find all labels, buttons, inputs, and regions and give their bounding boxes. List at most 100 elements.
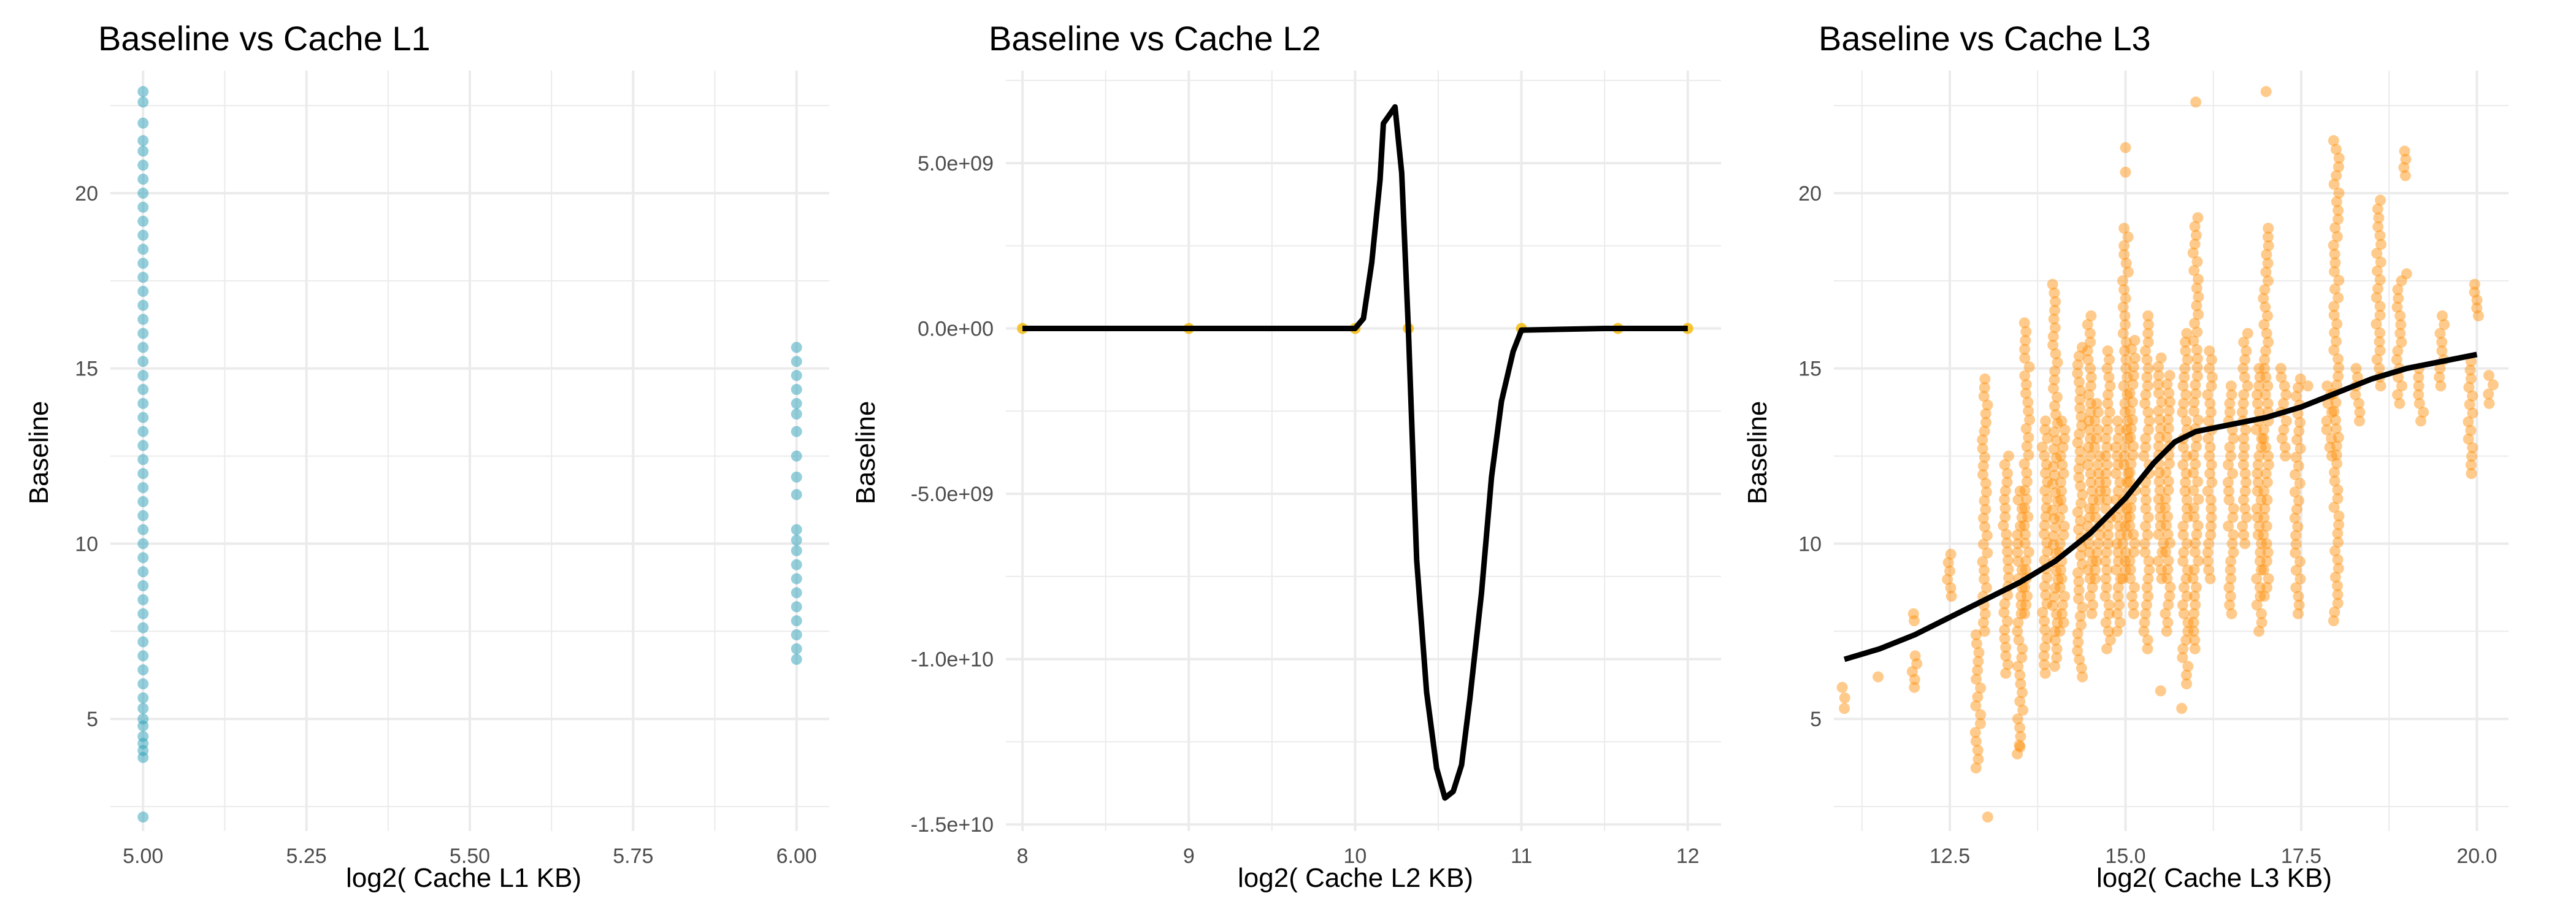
data-point — [2203, 415, 2215, 427]
data-point — [2177, 556, 2189, 567]
data-point — [2280, 450, 2291, 462]
data-point — [2101, 546, 2112, 558]
data-point — [2073, 585, 2085, 596]
data-point — [2413, 380, 2425, 392]
data-point — [2254, 581, 2266, 593]
data-point — [2329, 467, 2340, 478]
data-point — [137, 811, 149, 823]
data-point — [1979, 608, 1991, 619]
data-point — [2333, 213, 2344, 225]
y-tick-label: 20 — [75, 182, 98, 205]
data-point — [2330, 414, 2342, 426]
data-point — [137, 730, 149, 742]
data-point — [2072, 645, 2083, 657]
data-point — [2103, 608, 2115, 619]
data-point — [2371, 265, 2383, 277]
data-point — [2023, 450, 2034, 461]
data-point — [1977, 469, 1989, 480]
data-point — [2091, 397, 2103, 409]
data-point — [2177, 442, 2189, 453]
data-point — [137, 145, 149, 157]
data-point — [2435, 380, 2447, 392]
data-point — [2226, 608, 2237, 619]
data-point — [2041, 502, 2052, 514]
data-point — [2182, 626, 2194, 637]
data-point — [2322, 397, 2334, 409]
x-tick-label: 11 — [1511, 845, 1532, 868]
data-point — [2090, 573, 2101, 585]
data-point — [2085, 336, 2096, 348]
data-point — [2018, 608, 2030, 619]
data-point — [1978, 564, 1990, 576]
smooth-line — [1843, 351, 2478, 662]
data-point — [2127, 378, 2139, 390]
data-point — [2190, 440, 2202, 452]
data-point — [2434, 372, 2445, 383]
data-point — [791, 397, 802, 409]
data-point — [2074, 654, 2085, 665]
data-point — [2290, 469, 2301, 480]
data-point — [137, 703, 149, 714]
data-point — [2055, 477, 2066, 488]
data-point — [2144, 564, 2155, 576]
data-point — [2020, 388, 2031, 399]
data-point — [2142, 512, 2154, 523]
data-point — [2331, 196, 2342, 207]
data-point — [2260, 389, 2271, 401]
data-point — [2238, 389, 2250, 401]
data-point — [2205, 520, 2217, 532]
data-point — [2153, 440, 2164, 452]
data-point — [2258, 293, 2269, 304]
data-point — [2075, 550, 2087, 561]
data-point — [2020, 555, 2032, 567]
data-point — [1980, 504, 1991, 515]
y-axis-title: Baseline — [851, 401, 881, 505]
data-point — [2076, 558, 2088, 570]
data-point — [2112, 591, 2124, 602]
x-tick-label: 6.00 — [776, 845, 817, 868]
data-point — [1942, 557, 1954, 569]
data-point — [1977, 434, 1988, 446]
data-point — [791, 643, 802, 654]
data-point — [2260, 442, 2272, 453]
data-point — [1999, 502, 2011, 514]
data-point — [2161, 572, 2173, 584]
data-point — [2354, 407, 2366, 418]
data-point — [2153, 467, 2165, 478]
data-point — [2142, 529, 2153, 541]
data-point — [2001, 467, 2013, 479]
data-point — [2280, 389, 2292, 401]
data-point — [791, 559, 802, 570]
data-point — [2352, 372, 2363, 383]
data-point — [2332, 554, 2344, 565]
data-point — [2251, 503, 2263, 515]
data-point — [2012, 661, 2024, 672]
data-point — [2154, 485, 2166, 496]
data-point — [2076, 342, 2088, 353]
data-point — [2020, 599, 2032, 611]
data-point — [2154, 414, 2166, 426]
data-point — [2191, 370, 2203, 382]
data-point — [2333, 362, 2344, 374]
data-point — [2119, 407, 2131, 418]
data-point — [2153, 432, 2165, 443]
data-point — [2263, 240, 2274, 251]
data-point — [2100, 433, 2112, 444]
data-point — [2294, 443, 2306, 454]
data-point — [2261, 477, 2273, 488]
data-point — [2083, 538, 2095, 550]
data-point — [2242, 380, 2253, 392]
data-point — [2049, 322, 2061, 334]
data-point — [2258, 319, 2270, 331]
data-point — [2262, 258, 2274, 269]
data-point — [2188, 564, 2200, 575]
data-point — [2141, 599, 2152, 611]
data-point — [2293, 460, 2304, 472]
data-point — [2371, 247, 2383, 259]
data-point — [2003, 554, 2014, 566]
data-point — [2263, 573, 2274, 585]
data-point — [2155, 352, 2167, 364]
data-point — [1999, 511, 2011, 523]
data-point — [2016, 512, 2028, 523]
data-point — [2121, 503, 2133, 515]
